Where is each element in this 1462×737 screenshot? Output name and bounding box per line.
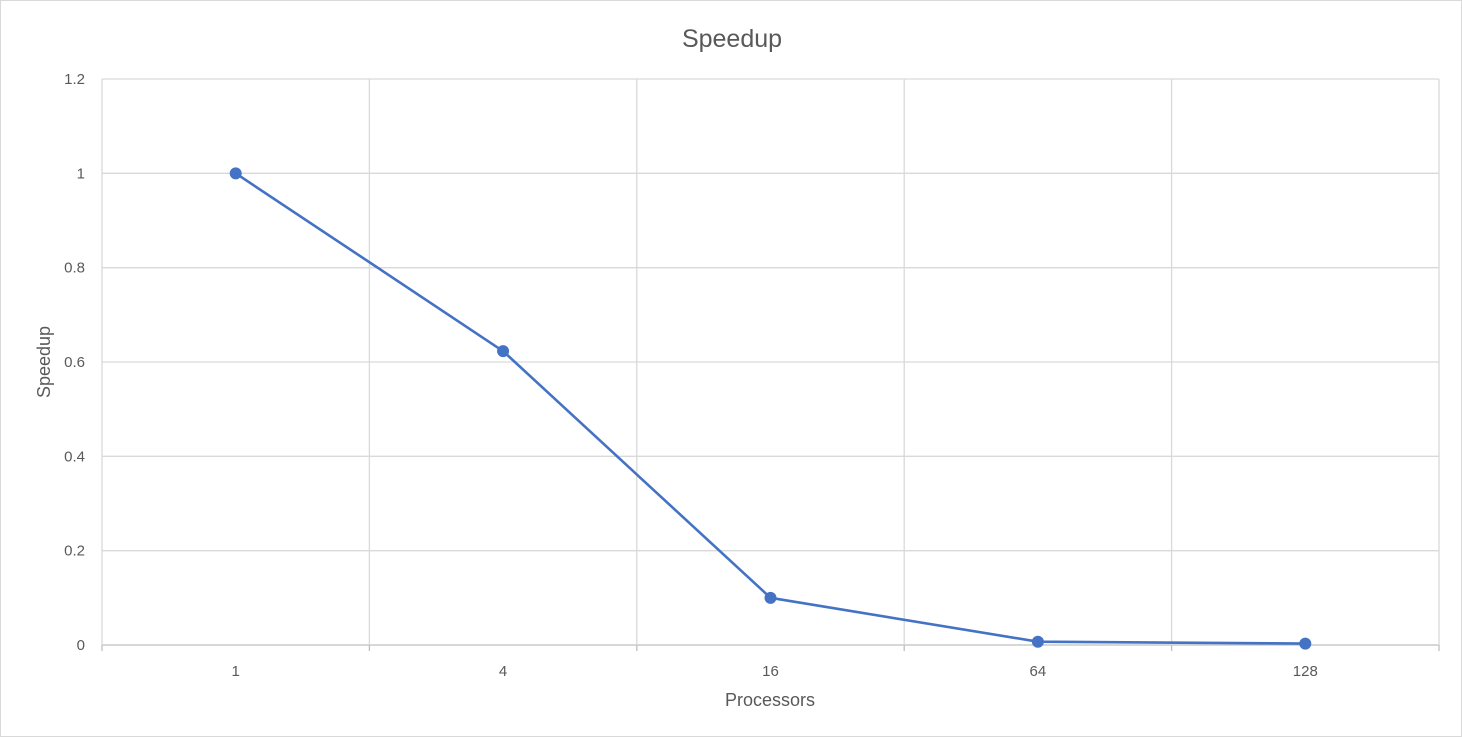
- series-layer: [229, 167, 1312, 650]
- data-point: [229, 167, 242, 180]
- y-tick-label: 1: [77, 165, 85, 182]
- y-tick-label: 0.2: [64, 543, 85, 560]
- data-point: [1299, 637, 1312, 650]
- data-point: [1031, 635, 1044, 648]
- y-tick-label: 0.4: [64, 448, 85, 465]
- y-tick-label: 1.2: [64, 71, 85, 88]
- y-axis-title: Speedup: [34, 326, 54, 398]
- data-point: [764, 591, 777, 604]
- gridlines: [101, 78, 1440, 651]
- x-tick-label: 1: [232, 663, 240, 680]
- x-tick-label: 64: [1030, 663, 1047, 680]
- series-line: [234, 172, 1306, 645]
- y-tick-label: 0.6: [64, 354, 85, 371]
- x-tick-label: 4: [499, 663, 507, 680]
- x-tick-label: 128: [1293, 663, 1318, 680]
- data-point: [497, 345, 510, 358]
- x-tick-label: 16: [762, 663, 779, 680]
- x-axis-title: Processors: [725, 690, 815, 710]
- x-tick-labels: 1 4 16 64 128: [232, 663, 1318, 680]
- y-tick-label: 0: [77, 637, 85, 654]
- y-tick-label: 0.8: [64, 260, 85, 277]
- chart-title: Speedup: [682, 25, 782, 53]
- y-tick-labels: 0 0.2 0.4 0.6 0.8 1 1.2: [64, 71, 85, 654]
